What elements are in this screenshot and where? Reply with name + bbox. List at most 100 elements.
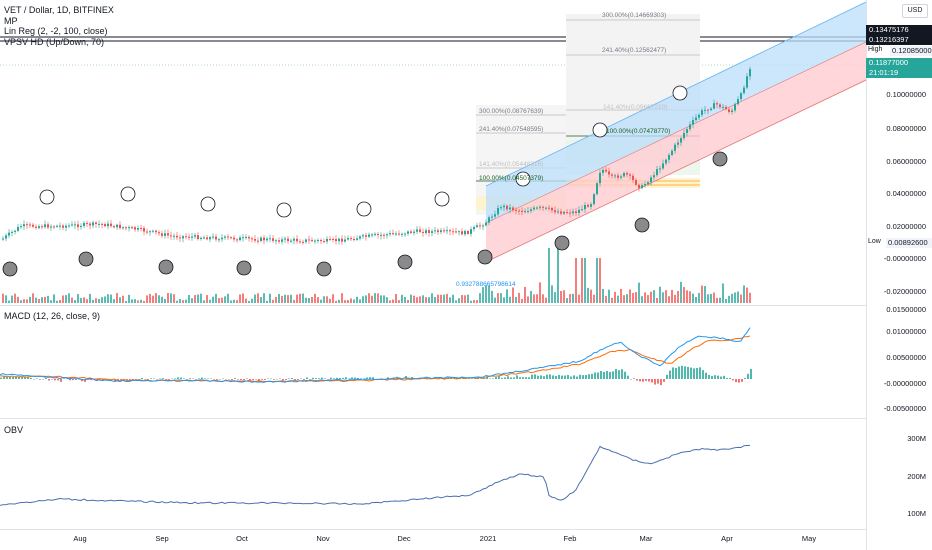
volume-bar [89, 293, 91, 303]
macd-histogram-bar [540, 375, 542, 379]
candle [536, 207, 538, 209]
pane-divider[interactable] [0, 305, 866, 306]
macd-histogram-bar [570, 376, 572, 379]
indicator-vpsv-label[interactable]: VPSV HD (Up/Down, 70) [4, 36, 105, 47]
macd-histogram-bar [669, 370, 671, 379]
macd-histogram-bar [501, 377, 503, 379]
candle [110, 223, 112, 227]
volume-bar [692, 293, 694, 303]
symbol-title[interactable]: VET / Dollar, 1D, BITFINEX [4, 5, 114, 15]
macd-histogram-bar [498, 376, 500, 379]
macd-histogram-bar [42, 379, 44, 380]
macd-histogram-bar [6, 376, 8, 379]
candle [2, 238, 4, 240]
obv-legend[interactable]: OBV [4, 425, 24, 435]
volume-bar [131, 299, 133, 303]
candle [224, 236, 226, 238]
candle [296, 238, 298, 242]
volume-bar [455, 300, 457, 303]
volume-bar [434, 297, 436, 303]
macd-histogram-bar [318, 378, 320, 379]
volume-bar [206, 295, 208, 303]
candle [419, 229, 421, 232]
volume-bar [464, 295, 466, 303]
macd-pane[interactable] [0, 306, 866, 418]
macd-histogram-bar [675, 368, 677, 379]
volume-bar [497, 293, 499, 303]
volume-bar [506, 289, 508, 303]
macd-histogram-bar [306, 377, 308, 379]
candle [293, 238, 295, 241]
macd-histogram-bar [105, 379, 107, 381]
volume-bar [2, 293, 4, 303]
candle [215, 236, 217, 240]
volume-bar [299, 293, 301, 303]
volume-bar [71, 297, 73, 303]
candle [173, 235, 175, 237]
macd-histogram-bar [684, 366, 686, 379]
price-pane[interactable]: 300.00%(0.14669303) 241.40%(0.12562477) … [0, 0, 866, 305]
pane-divider[interactable] [0, 418, 866, 419]
volume-bar [98, 298, 100, 303]
obv-pane[interactable] [0, 419, 866, 529]
volume-bar [125, 300, 127, 303]
candle [629, 174, 631, 176]
volume-bar [176, 300, 178, 303]
macd-histogram-bar [222, 378, 224, 379]
candle [206, 237, 208, 240]
candle [665, 159, 667, 164]
candle [392, 233, 394, 235]
macd-histogram-bar [651, 379, 653, 383]
macd-histogram-bar [57, 379, 59, 381]
macd-histogram-bar [150, 378, 152, 379]
macd-histogram-bar [138, 379, 140, 380]
macd-histogram-bar [198, 378, 200, 379]
volume-bar [404, 297, 406, 303]
macd-histogram-bar [648, 379, 650, 382]
macd-histogram-bar [360, 378, 362, 379]
volume-bar [428, 297, 430, 303]
macd-histogram-bar [30, 377, 32, 379]
volume-bar [365, 295, 367, 303]
high-label: High [868, 46, 883, 53]
macd-histogram-bar [264, 379, 266, 381]
macd-histogram-bar [552, 375, 554, 379]
candle [647, 182, 649, 185]
macd-histogram-bar [582, 375, 584, 379]
candle [380, 234, 382, 236]
volume-bar [173, 294, 175, 303]
candle [344, 239, 346, 242]
candle [68, 225, 70, 227]
volume-bar [248, 300, 250, 303]
candle [71, 224, 73, 226]
volume-bar [410, 294, 412, 303]
currency-button[interactable]: USD [902, 4, 928, 18]
volume-bar [353, 299, 355, 303]
macd-histogram-bar [246, 378, 248, 379]
candle [686, 129, 688, 133]
macd-histogram-bar [534, 374, 536, 379]
macd-histogram-bar [21, 377, 23, 379]
volume-bar [743, 285, 745, 303]
volume-bar [284, 294, 286, 303]
macd-legend[interactable]: MACD (12, 26, close, 9) [4, 311, 101, 321]
indicator-linreg-label[interactable]: Lin Reg (2, -2, 100, close) [4, 26, 108, 36]
candle [494, 214, 496, 217]
candle [461, 231, 463, 235]
macd-histogram-bar [258, 379, 260, 381]
indicator-mp-label[interactable]: MP [4, 15, 18, 26]
macd-histogram-bar [666, 374, 668, 379]
volume-bar [362, 296, 364, 303]
candle [596, 183, 598, 195]
volume-bar [479, 293, 481, 303]
candle [158, 232, 160, 234]
volume-bar [530, 290, 532, 303]
candle [431, 231, 433, 233]
candle [503, 205, 505, 208]
price-axis[interactable] [866, 0, 932, 550]
candle [599, 172, 601, 184]
candle [524, 211, 526, 213]
volume-bar [65, 295, 67, 303]
volume-bar [431, 293, 433, 303]
macd-histogram-bar [309, 379, 311, 380]
